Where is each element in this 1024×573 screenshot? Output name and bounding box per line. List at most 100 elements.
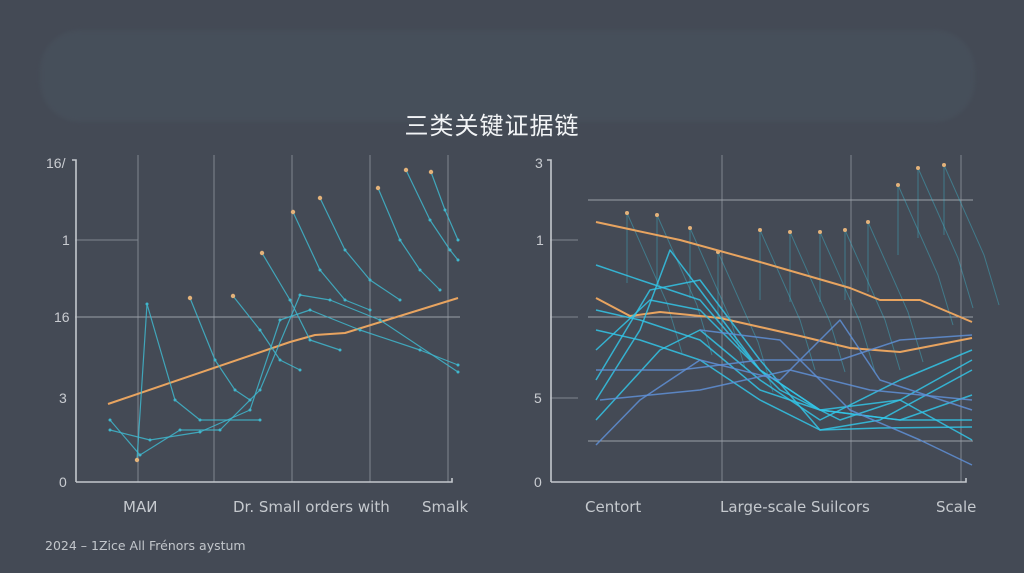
data-point-marker [456,363,460,367]
data-point-marker [108,418,112,422]
data-point-marker [916,166,920,170]
data-point-marker [233,388,237,392]
data-point-marker [248,408,252,412]
data-point-marker [134,457,140,463]
y-tick: 5 [534,390,542,406]
y-tick: 3 [535,155,543,171]
data-point-marker [358,328,362,332]
footer-caption: 2024 – 1Zice All Frénors aystum [45,538,246,553]
right-axes [547,159,967,483]
series-line-cyan-5 [595,309,973,441]
data-point-marker [298,368,302,372]
data-point-marker [625,211,629,215]
data-point-marker [896,183,900,187]
y-tick: 1 [62,232,70,248]
data-point-marker [328,298,332,302]
data-point-marker [198,418,202,422]
series-line-blue-2 [596,334,973,371]
left-axes [72,159,453,483]
decorative-spike [789,231,846,373]
y-tick: 0 [59,474,67,490]
decorative-spike [759,229,816,371]
right-spike-group [625,163,1000,393]
data-point-marker [318,268,322,272]
left-series-group [107,167,460,463]
y-tick: 16/ [46,155,66,171]
series-line-orange-top [595,221,973,323]
data-point-marker [187,295,193,301]
data-point-marker [258,388,262,392]
data-point-marker [688,226,692,230]
data-point-marker [145,302,149,306]
data-point-marker [108,428,112,432]
series-line-cyan-2 [595,279,973,431]
data-point-marker [290,209,296,215]
right-series-group [595,221,973,466]
decorative-spike [844,229,901,371]
data-point-marker [448,248,452,252]
series-line-blue-3 [699,329,973,466]
decorative-spike [897,184,954,326]
series-line-hump-2 [109,309,459,441]
data-point-marker [178,428,182,432]
data-point-marker [443,208,447,212]
decorative-spike [917,167,974,309]
right-chart: 3 1 5 0 Centort Large-scale Suilcors Sca… [534,155,1000,516]
page-title: 三类关键证据链 [404,112,580,140]
data-point-marker [288,298,292,302]
series-line-spike-8 [405,169,459,261]
x-tick: Dr. Small orders with [233,498,390,516]
data-point-marker [418,348,422,352]
data-point-marker [258,418,262,422]
data-point-marker [343,248,347,252]
data-point-marker [843,228,847,232]
data-point-marker [230,293,236,299]
data-point-marker [456,238,460,242]
x-tick: MAИ [123,498,157,516]
series-line-spike-2 [189,297,251,401]
data-point-marker [438,288,442,292]
left-chart: 16/ 1 16 3 0 MAИ Dr. Small orders with S… [46,155,468,516]
data-point-marker [148,438,152,442]
data-point-marker [375,185,381,191]
series-line-blue-1 [595,319,973,446]
data-point-marker [942,163,946,167]
data-point-marker [317,195,323,201]
x-tick: Scale [936,498,976,516]
series-line-spike-1 [136,303,260,461]
data-point-marker [218,428,222,432]
data-point-marker [418,268,422,272]
data-point-marker [655,213,659,217]
x-tick: Large-scale Suilcors [720,498,870,516]
decorative-spike [867,221,924,363]
series-line-cyan-6 [595,329,973,421]
data-point-marker [258,328,262,332]
series-line-cyan-7 [595,264,972,421]
data-point-marker [456,258,460,262]
series-line-spike-7 [377,187,441,291]
data-point-marker [338,348,342,352]
decorative-spike [626,212,683,354]
series-line-cyan-4 [595,329,973,431]
decorative-spike [943,164,1000,306]
data-point-marker [456,370,460,374]
data-point-marker [866,220,870,224]
y-tick: 3 [59,390,67,406]
y-tick: 0 [534,474,542,490]
data-point-marker [343,298,347,302]
series-line-spike-9 [430,171,459,241]
data-point-marker [788,230,792,234]
data-point-marker [398,238,402,242]
series-line-spike-6 [319,197,401,301]
data-point-marker [403,167,409,173]
left-grid [75,155,460,482]
data-point-marker [198,430,202,434]
data-point-marker [428,169,434,175]
data-point-marker [278,358,282,362]
header-banner [40,30,975,122]
data-point-marker [308,338,312,342]
data-point-marker [278,318,282,322]
data-point-marker [378,318,382,322]
data-point-marker [758,228,762,232]
